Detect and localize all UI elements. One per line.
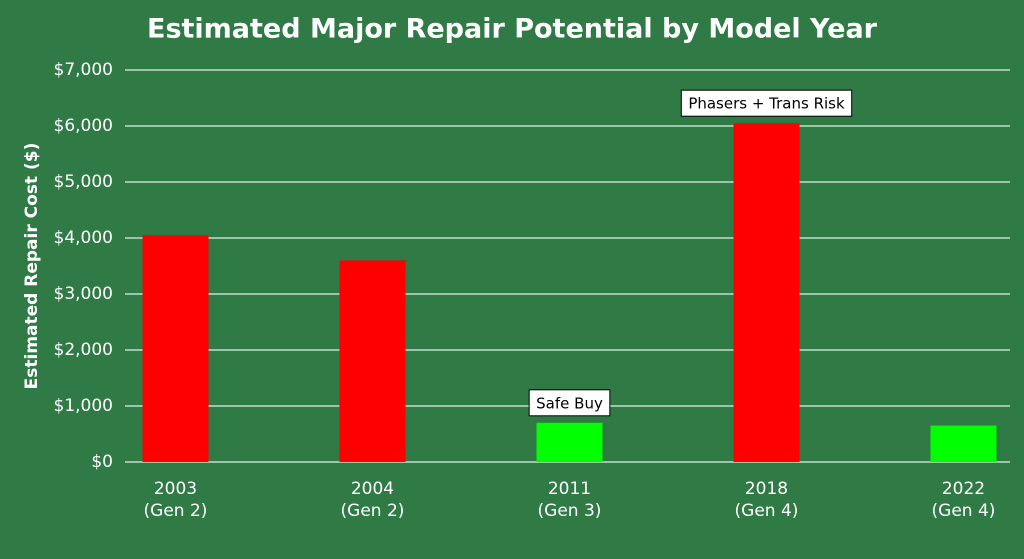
annotation: Safe Buy (536, 394, 603, 412)
y-tick-label: $5,000 (54, 172, 113, 192)
chart-title: Estimated Major Repair Potential by Mode… (147, 14, 878, 45)
x-tick-label: 2022 (942, 479, 985, 499)
y-axis-label: Estimated Repair Cost ($) (22, 143, 42, 390)
x-tick-label: 2011 (548, 479, 591, 499)
y-tick-label: $0 (91, 452, 113, 472)
y-tick-label: $2,000 (54, 340, 113, 360)
x-tick-label: (Gen 3) (538, 501, 602, 521)
bar (930, 425, 997, 462)
y-tick-label: $3,000 (54, 284, 113, 304)
x-tick-label: (Gen 2) (144, 501, 208, 521)
annotation: Phasers + Trans Risk (688, 95, 845, 113)
x-tick-label: 2003 (154, 479, 197, 499)
bar (536, 422, 603, 462)
annotation-box (528, 389, 611, 417)
y-tick-label: $4,000 (54, 228, 113, 248)
x-tick-label: 2004 (351, 479, 394, 499)
x-tick-label: (Gen 4) (932, 501, 996, 521)
x-tick-label: (Gen 4) (735, 501, 799, 521)
annotation-box (680, 89, 853, 117)
bar (339, 260, 406, 462)
x-tick-label: (Gen 2) (341, 501, 405, 521)
bar (142, 235, 209, 462)
bar (733, 123, 800, 462)
y-tick-label: $7,000 (54, 60, 113, 80)
y-tick-label: $6,000 (54, 116, 113, 136)
x-tick-label: 2018 (745, 479, 788, 499)
y-tick-label: $1,000 (54, 396, 113, 416)
